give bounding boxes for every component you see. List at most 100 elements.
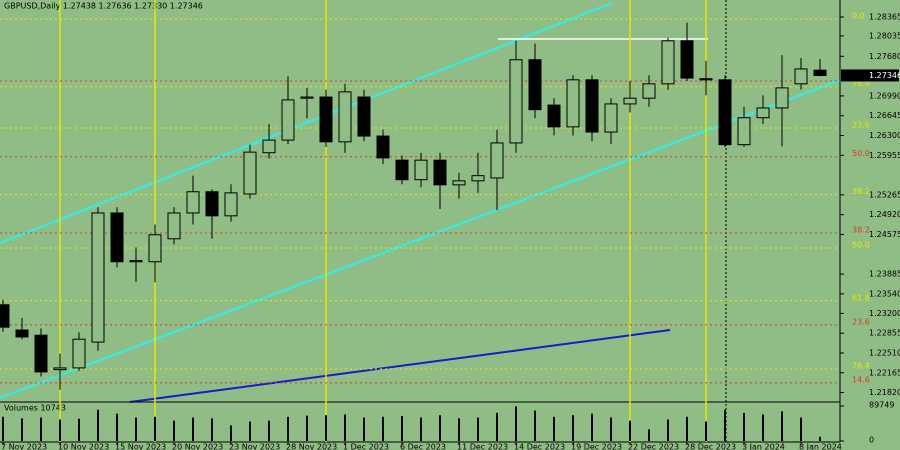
candle-body-up	[243, 151, 257, 195]
volume-bar	[173, 420, 175, 441]
volume-bar	[344, 414, 346, 441]
volume-bar	[382, 416, 384, 441]
y-tick-label: 1.22165	[869, 368, 900, 377]
last-price-box	[841, 69, 899, 82]
y-tick-label: 1.26645	[869, 111, 900, 120]
candle-body-up	[167, 212, 181, 240]
candle-body-up	[262, 139, 276, 154]
volume-bar	[401, 416, 403, 441]
volume-bar	[420, 417, 422, 441]
volume-bar	[515, 406, 517, 441]
volume-bar	[610, 417, 612, 441]
level-label: 23.6	[852, 317, 870, 326]
y-tick-label: 1.27680	[869, 52, 900, 61]
candle-body-up	[186, 191, 200, 214]
volume-bar	[268, 420, 270, 441]
x-tick-label: 20 Nov 2023	[172, 443, 223, 450]
x-tick-label: 15 Nov 2023	[115, 443, 166, 450]
candle-body-up	[53, 367, 67, 371]
candle-body-down	[110, 212, 124, 263]
candle-body-down	[395, 159, 409, 181]
x-tick-label: 23 Nov 2023	[229, 443, 280, 450]
candle-body-up	[642, 83, 656, 99]
candle-body-up	[661, 40, 675, 85]
x-tick-label: 14 Dec 2023	[514, 443, 565, 450]
y-tick-label: 1.26300	[869, 131, 900, 140]
candle-body-up	[281, 99, 295, 141]
level-label: 76.4	[852, 79, 870, 88]
volume-label: Volumes 10743	[4, 404, 66, 413]
candle-body-up	[72, 338, 86, 369]
candle-body-up	[300, 96, 314, 99]
y-tick-label: 1.25265	[869, 190, 900, 199]
volume-bar	[192, 417, 194, 441]
volume-bar	[781, 411, 783, 441]
y-tick-label: 1.22510	[869, 348, 900, 357]
volume-bar	[21, 418, 23, 441]
volume-bar	[686, 416, 688, 441]
volume-tick-label: 89749	[869, 401, 894, 410]
x-tick-label: 28 Nov 2023	[286, 443, 337, 450]
volume-bar	[553, 416, 555, 441]
candle-body-up	[794, 68, 808, 85]
candle-body-down	[528, 59, 542, 111]
volume-bar	[211, 418, 213, 441]
volume-bar	[2, 416, 4, 441]
candle-body-up	[452, 180, 466, 186]
candle-body-down	[34, 334, 48, 373]
x-tick-label: 1 Dec 2023	[343, 443, 389, 450]
candle-body-up	[471, 175, 485, 182]
candle-body-up	[566, 79, 580, 128]
level-label: 50.0	[852, 240, 870, 249]
volume-bar	[591, 413, 593, 441]
x-tick-label: 3 Jan 2024	[742, 443, 785, 450]
x-tick-label: 10 Nov 2023	[58, 443, 109, 450]
level-label: 61.8	[852, 293, 870, 302]
chart-header: GBPUSD,Daily 1.27438 1.27636 1.27330 1.2…	[4, 2, 203, 11]
volume-bar	[40, 417, 42, 441]
y-tick-label: 1.28365	[869, 12, 900, 21]
y-tick-label: 1.23885	[869, 270, 900, 279]
volume-bar	[306, 415, 308, 441]
candle-body-up	[775, 87, 789, 109]
volume-bar	[705, 421, 707, 441]
level-label: 0.0	[852, 11, 865, 20]
y-tick-label: 1.24920	[869, 210, 900, 219]
candle-body-up	[129, 260, 143, 263]
x-tick-label: 28 Dec 2023	[685, 443, 736, 450]
volume-bar	[724, 409, 726, 441]
x-tick-label: 11 Dec 2023	[457, 443, 508, 450]
candle-body-up	[338, 91, 352, 143]
candle-body-down	[718, 79, 732, 146]
volume-bar	[78, 418, 80, 441]
y-tick-label: 1.24575	[869, 230, 900, 239]
y-tick-label: 1.26990	[869, 91, 900, 100]
candle-body-down	[547, 104, 561, 128]
trend-line	[129, 329, 671, 403]
channel-lower	[0, 78, 841, 400]
volume-bar	[648, 429, 650, 441]
volume-bar	[154, 416, 156, 441]
volume-bar	[629, 420, 631, 441]
volume-bar	[667, 419, 669, 441]
candle-body-down	[813, 69, 827, 76]
volume-bar	[743, 412, 745, 441]
y-tick-label: 1.28035	[869, 31, 900, 40]
y-tick-label: 1.21820	[869, 388, 900, 397]
volume-bar	[97, 409, 99, 441]
x-tick-label: 22 Dec 2023	[628, 443, 679, 450]
x-tick-label: 8 Jan 2024	[799, 443, 842, 450]
candle-body-down	[699, 78, 713, 81]
candle-body-down	[433, 159, 447, 186]
level-label: 23.6	[852, 121, 870, 130]
volume-bar	[116, 413, 118, 441]
y-tick-label: 1.23540	[869, 289, 900, 298]
level-label: 14.6	[852, 375, 870, 384]
decorations	[0, 1, 841, 403]
candle-body-down	[205, 191, 219, 217]
volume-bar	[572, 415, 574, 441]
candle-body-up	[623, 97, 637, 105]
volume-bar	[477, 417, 479, 441]
candle-body-down	[585, 79, 599, 133]
